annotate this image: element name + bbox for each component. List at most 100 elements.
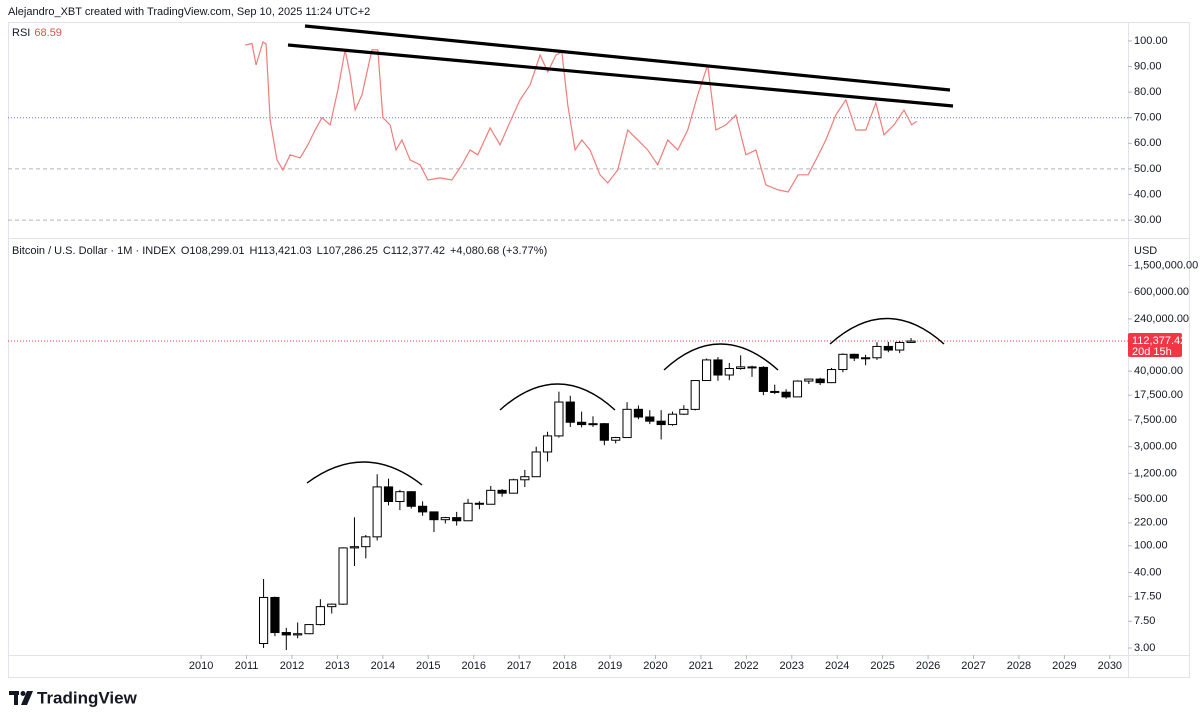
candle-body [633,408,644,418]
price-legend: Bitcoin / U.S. Dollar · 1M · INDEX O108,2… [12,245,547,257]
candle-body [838,353,848,371]
candle-body [383,486,394,503]
candle-body [588,423,598,426]
candle-body [508,479,519,494]
brand-logo [9,691,33,705]
candle-body [679,408,689,415]
candle-body [531,451,541,478]
y-tick-label: 17.50 [1134,591,1162,603]
candle-body [645,416,655,422]
y-tick-label: 220.00 [1134,517,1168,529]
x-tick-label: 2010 [189,660,213,672]
candle-body [770,390,780,393]
y-tick-label: 3.00 [1134,642,1155,654]
y-tick-label: 30.00 [1134,214,1162,226]
brand: TradingView [37,688,138,707]
candle-body [792,380,803,398]
candle-body [542,435,553,453]
candle-body [440,517,450,521]
candle-body [429,511,439,521]
logo-part [14,691,18,705]
legend-value: +4,080.68 (+3.77%) [450,245,547,257]
candle-body [520,476,530,481]
y-tick-label: 17,500.00 [1134,389,1183,401]
candle-body [656,420,666,426]
symbol: Bitcoin / U.S. Dollar · 1M · INDEX [12,245,176,257]
author-line: Alejandro_XBT created with TradingView.c… [8,6,370,18]
y-tick-label: 60.00 [1134,137,1162,149]
rsi-legend-value: 68.59 [34,27,62,39]
x-tick-label: 2023 [780,660,804,672]
x-tick-label: 2029 [1052,660,1076,672]
x-tick-label: 2013 [325,660,349,672]
arc [663,343,779,371]
x-tick-label: 2015 [416,660,440,672]
candle-body [690,380,700,410]
candle-body [906,340,916,343]
candle-body [736,366,746,370]
trendline [287,43,954,108]
x-tick-label: 2014 [371,660,395,672]
last-price-box [1128,333,1182,358]
candle-body [758,366,768,392]
legend-value: L107,286.25 [317,245,378,257]
candle-body [861,357,871,360]
logo-part [21,691,33,705]
candle-body [599,423,609,441]
candle-body [304,624,314,635]
candle-body [406,491,416,507]
x-tick-label: 2021 [689,660,713,672]
candle-body [883,345,893,351]
candle-body [849,353,859,359]
candle-body [554,401,564,437]
candle-body [315,606,325,626]
price-pane [8,338,1128,651]
x-tick-label: 2026 [916,660,940,672]
rsi-legend: RSI 68.59 [12,27,62,39]
candle-body [293,633,303,636]
candle-body [270,596,280,634]
y-tick-label: 3,000.00 [1134,441,1177,453]
candle-body [622,408,632,439]
candle-body [281,632,291,636]
y-tick-label: 240,000.00 [1134,313,1189,325]
x-tick-label: 2028 [1007,660,1031,672]
y-tick-label: 40,000.00 [1134,365,1183,377]
candle-body [497,489,507,494]
candle-body [872,345,882,359]
candle-body [361,536,371,548]
countdown-label: 20d 15h [1132,346,1172,358]
candle-body [611,437,621,441]
candle-body [327,603,337,608]
candle-body [565,401,575,423]
last-price-label: 112,377.42 [1132,335,1186,347]
x-tick-label: 2018 [552,660,576,672]
y-tick-label: 80.00 [1134,86,1162,98]
x-tick-label: 2020 [643,660,667,672]
candle-body [667,413,678,426]
y-tick-label: 1,200.00 [1134,467,1177,479]
y-tick-label: 50.00 [1134,163,1162,175]
candle-body [815,378,825,384]
legend-value: C112,377.42 [383,245,445,257]
x-tick-label: 2016 [461,660,485,672]
rsi-line [245,41,918,193]
x-tick-label: 2030 [1098,660,1122,672]
y-tick-label: 1,500,000.00 [1134,259,1198,271]
y-tick-label: 40.00 [1134,566,1162,578]
candle-body [463,502,473,522]
arc [499,383,616,411]
candle-body [338,547,348,605]
x-tick-label: 2027 [961,660,985,672]
trendline [304,24,951,92]
x-tick-label: 2024 [825,660,849,672]
rsi-legend-title: RSI [12,27,30,39]
y-tick-label: 90.00 [1134,60,1162,72]
y-tick-label: 7,500.00 [1134,414,1177,426]
currency: USD [1134,245,1157,257]
x-tick-label: 2011 [235,660,259,672]
candle-body [372,486,382,538]
candle-body [724,368,734,376]
candle-body [349,546,360,549]
